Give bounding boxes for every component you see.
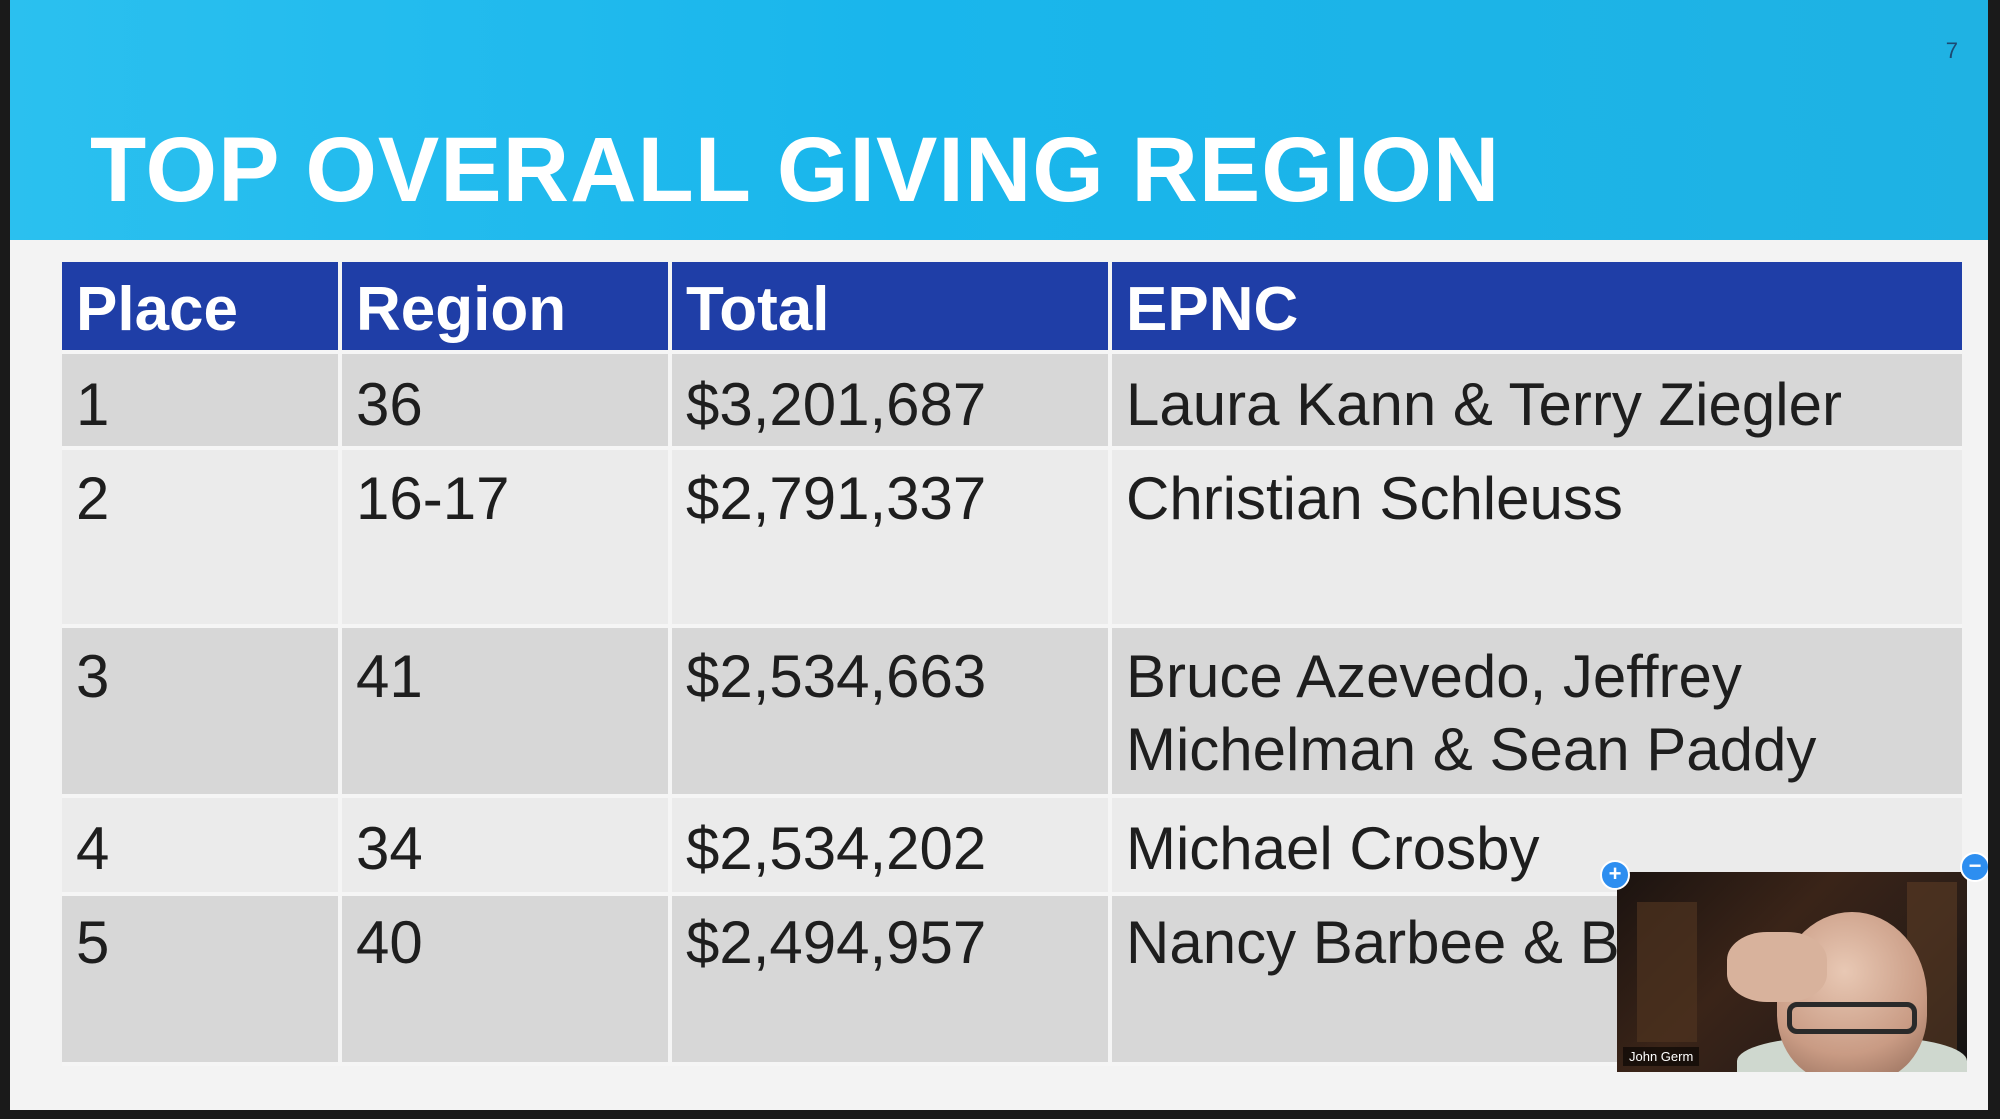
presentation-slide: 7 TOP OVERALL GIVING REGION Place Region…: [10, 0, 1988, 1110]
table-row: 3 41 $2,534,663 Bruce Azevedo, Jeffrey M…: [62, 628, 1962, 798]
cell-place: 3: [62, 628, 342, 798]
header-region: Region: [342, 262, 672, 354]
cell-region: 34: [342, 798, 672, 896]
cell-epnc: Christian Schleuss: [1112, 450, 1962, 628]
cell-epnc: Bruce Azevedo, Jeffrey Michelman & Sean …: [1112, 628, 1962, 798]
minus-icon[interactable]: −: [1960, 852, 1988, 882]
table-row: 1 36 $3,201,687 Laura Kann & Terry Ziegl…: [62, 354, 1962, 450]
cell-place: 1: [62, 354, 342, 450]
background-shelf: [1637, 902, 1697, 1042]
slide-title: TOP OVERALL GIVING REGION: [90, 119, 1501, 221]
cell-total: $2,534,663: [672, 628, 1112, 798]
header-epnc: EPNC: [1112, 262, 1962, 354]
cell-place: 2: [62, 450, 342, 628]
cell-place: 5: [62, 896, 342, 1066]
cell-total: $2,534,202: [672, 798, 1112, 896]
slide-header-band: 7 TOP OVERALL GIVING REGION: [10, 0, 1988, 240]
plus-icon[interactable]: +: [1600, 860, 1630, 890]
cell-region: 16-17: [342, 450, 672, 628]
table-row: 4 34 $2,534,202 Michael Crosby: [62, 798, 1962, 896]
page-number: 7: [1945, 38, 1958, 63]
cell-total: $2,494,957: [672, 896, 1112, 1066]
participant-name-tag: John Germ: [1623, 1047, 1700, 1066]
header-place: Place: [62, 262, 342, 354]
table-row: 2 16-17 $2,791,337 Christian Schleuss: [62, 450, 1962, 628]
giving-region-table: Place Region Total EPNC 1 36 $3,201,687 …: [62, 262, 1962, 1066]
cell-total: $2,791,337: [672, 450, 1112, 628]
cell-epnc: Laura Kann & Terry Ziegler: [1112, 354, 1962, 450]
table-header-row: Place Region Total EPNC: [62, 262, 1962, 354]
cell-epnc: Michael Crosby: [1112, 798, 1962, 896]
header-total: Total: [672, 262, 1112, 354]
cell-place: 4: [62, 798, 342, 896]
cell-region: 36: [342, 354, 672, 450]
participant-video-tile[interactable]: John Germ: [1617, 872, 1967, 1072]
cell-region: 41: [342, 628, 672, 798]
cell-total: $3,201,687: [672, 354, 1112, 450]
cell-region: 40: [342, 896, 672, 1066]
participant-glasses: [1787, 1002, 1917, 1034]
participant-hand: [1727, 932, 1827, 1002]
